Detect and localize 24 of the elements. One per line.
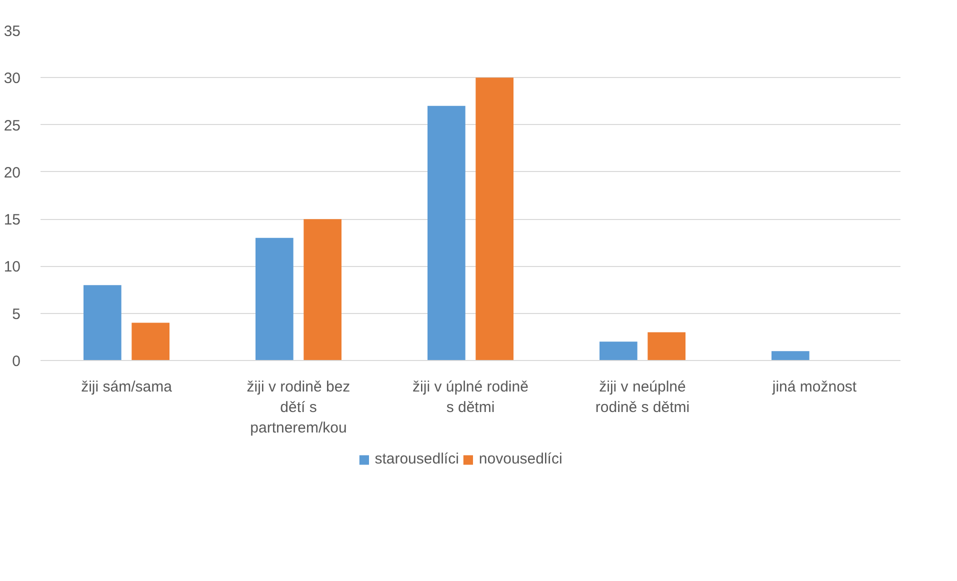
y-tick-label: 20: [4, 164, 21, 182]
bar: [648, 332, 686, 360]
x-tick-label: žiji v neúplné rodině s dětmi: [595, 378, 690, 416]
bar: [256, 238, 294, 360]
bar: [84, 285, 122, 360]
bar: [304, 219, 342, 360]
bar: [476, 78, 514, 360]
legend-label: starousedlíci: [374, 450, 459, 468]
x-tick-label: žiji sám/sama: [81, 378, 173, 396]
y-tick-label: 0: [12, 353, 20, 370]
legend-label: novousedlíci: [478, 450, 562, 468]
bar: [132, 322, 170, 360]
x-tick-label: žiji v úplné rodině s dětmi: [412, 378, 528, 416]
bar: [772, 351, 810, 360]
x-tick-label: jiná možnost: [771, 378, 858, 396]
y-tick-label: 5: [12, 306, 20, 323]
y-tick-label: 35: [4, 23, 21, 40]
x-tick-label: žiji v rodině bez dětí s partnerem/kou: [246, 378, 350, 436]
y-tick-label: 25: [4, 117, 21, 134]
y-tick-label: 10: [4, 258, 21, 276]
bar: [428, 106, 466, 360]
y-tick-label: 15: [4, 212, 21, 229]
y-tick-label: 30: [4, 70, 21, 88]
bar: [600, 342, 638, 360]
